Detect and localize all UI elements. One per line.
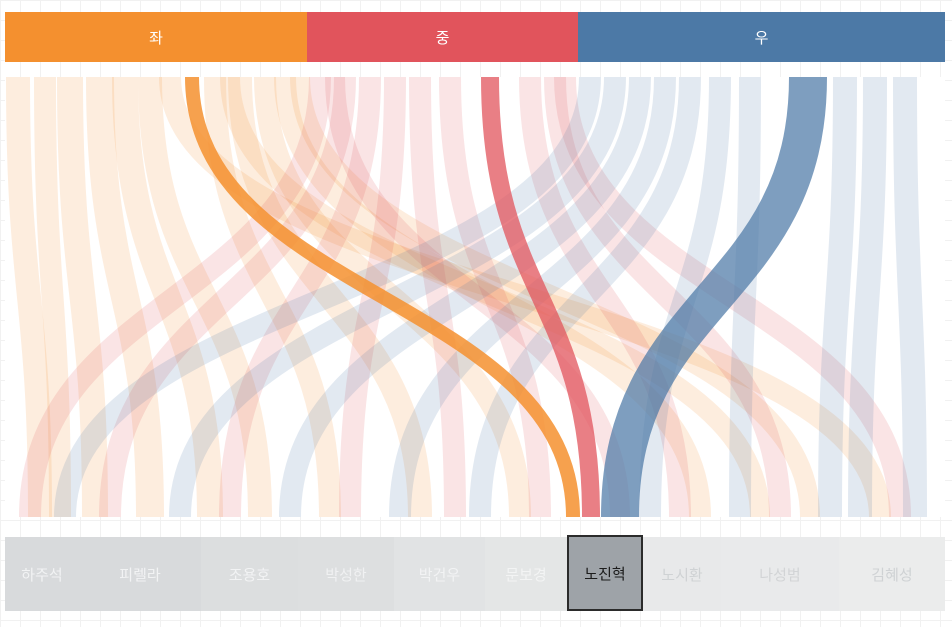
- background-flow: [519, 76, 691, 518]
- background-flow: [279, 76, 651, 518]
- background-flow: [99, 76, 356, 518]
- background-flow: [639, 76, 731, 518]
- source-left[interactable]: 좌: [5, 12, 307, 62]
- candidate-label: 노진혁: [584, 565, 626, 583]
- source-center[interactable]: 중: [307, 12, 578, 62]
- background-flow: [409, 76, 466, 518]
- candidate-parkseonghan[interactable]: 박성한: [298, 537, 394, 611]
- background-flow: [34, 76, 71, 518]
- candidate-naseongbeom[interactable]: 나성범: [721, 537, 839, 611]
- highlight-flow-center: [481, 76, 600, 518]
- background-flow: [439, 76, 551, 518]
- source-left-label: 좌: [149, 29, 163, 47]
- candidate-nojinhyeok[interactable]: 노진혁: [567, 535, 643, 611]
- candidate-kimhyeseong[interactable]: 김혜성: [839, 537, 945, 611]
- candidate-parkgeonwoo[interactable]: 박건우: [394, 537, 485, 611]
- background-flow: [204, 76, 341, 518]
- background-flow: [54, 76, 601, 518]
- background-flow: [893, 76, 927, 518]
- candidate-label: 피렐라: [119, 566, 161, 584]
- background-flow: [138, 76, 272, 518]
- candidate-label: 박건우: [418, 566, 461, 584]
- background-flow: [469, 76, 701, 518]
- source-right[interactable]: 우: [578, 12, 945, 62]
- background-flow: [220, 76, 770, 518]
- background-flow: [112, 76, 223, 518]
- candidate-hajuseok[interactable]: 하주석: [5, 537, 79, 611]
- background-flow: [290, 76, 820, 518]
- candidate-pirella[interactable]: 피렐라: [79, 537, 201, 611]
- background-flow: [325, 76, 630, 518]
- background-flow: [169, 76, 626, 518]
- background-flow: [818, 76, 857, 518]
- candidate-nosihwan[interactable]: 노시환: [643, 537, 721, 611]
- background-flow: [228, 76, 432, 518]
- candidate-bar: 하주석 피렐라 조용호 박성한 박건우 문보경 노진혁 노시환 나성범 김혜성: [5, 535, 945, 611]
- background-flow: [729, 76, 761, 518]
- candidate-label: 조용호: [228, 566, 271, 584]
- source-center-label: 중: [435, 29, 450, 47]
- background-flow: [848, 76, 887, 518]
- background-flow: [19, 76, 331, 518]
- highlight-flow-right: [601, 76, 827, 518]
- candidate-munbogyeong[interactable]: 문보경: [485, 537, 567, 611]
- background-flow: [544, 76, 791, 518]
- background-flow: [219, 76, 381, 518]
- background-flow: [6, 76, 52, 518]
- candidate-label: 김혜성: [871, 566, 913, 584]
- background-flow: [274, 76, 711, 518]
- source-right-label: 우: [754, 29, 769, 47]
- candidate-label: 노시환: [661, 566, 703, 584]
- background-flow: [57, 76, 108, 518]
- highlight-flow-left: [185, 76, 580, 518]
- source-bar: 좌 중 우: [5, 12, 945, 62]
- candidate-label: 하주석: [21, 566, 63, 584]
- candidate-label: 문보경: [505, 566, 547, 584]
- candidate-label: 나성범: [759, 566, 801, 584]
- candidate-label: 박성한: [325, 566, 367, 584]
- candidate-joyongho[interactable]: 조용호: [201, 537, 298, 611]
- background-flow: [86, 76, 164, 518]
